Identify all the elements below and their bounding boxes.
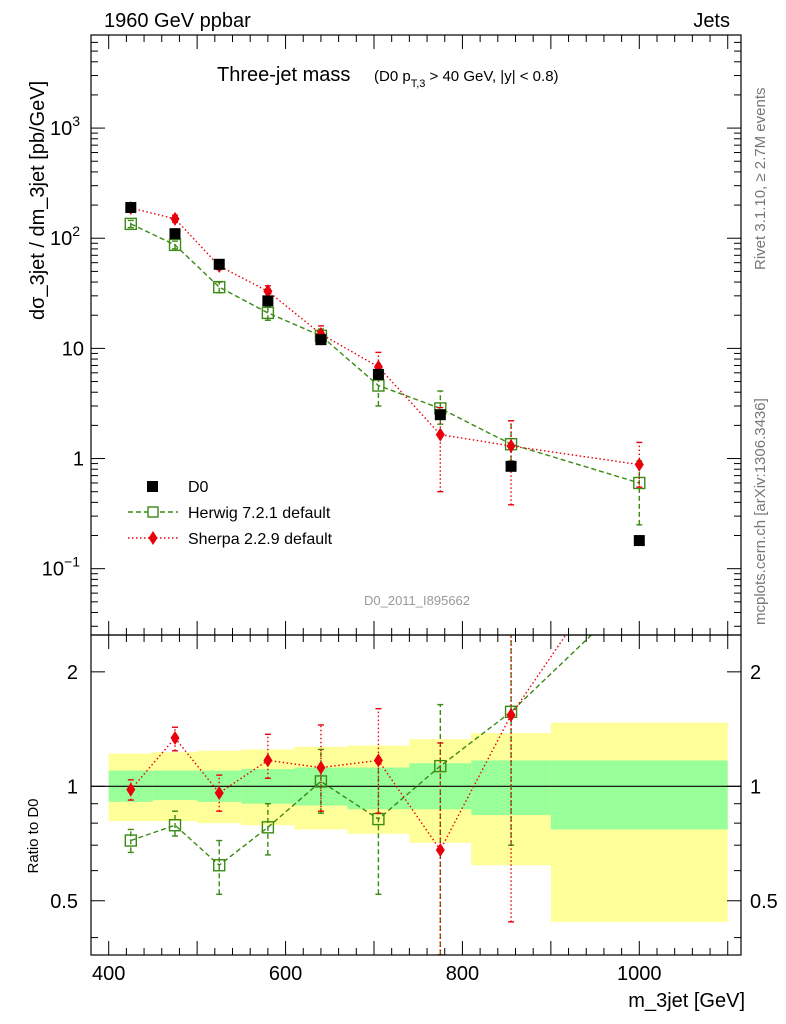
ratio-sherpa-point (214, 786, 224, 801)
ratio-sherpa-point (263, 753, 273, 768)
legend: D0 Herwig 7.2.1 default Sherpa 2.2.9 def… (128, 479, 333, 548)
analysis-watermark: D0_2011_I895662 (364, 593, 470, 608)
ratio-ylabel: Ratio to D0 (25, 798, 42, 873)
main-d0-point (169, 228, 181, 240)
main-sherpa-point (634, 457, 644, 472)
ratio-ytick-label-right: 0.5 (750, 891, 778, 913)
ratio-sherpa-sherpa (126, 635, 567, 955)
ratio-sherpa-point (126, 782, 136, 797)
main-ytick-label: 1 (73, 449, 84, 471)
ratio-herwig-point (634, 584, 645, 595)
main-d0-point (213, 258, 225, 270)
legend-marker-sherpa (148, 531, 158, 545)
main-sherpa-line (130, 207, 640, 466)
main-herwig-point (261, 306, 275, 320)
main-herwig-point (633, 476, 646, 490)
ratio-sherpa-point (435, 842, 445, 857)
main-herwig-point (372, 379, 385, 392)
header-left: 1960 GeV ppbar (104, 10, 251, 32)
main-axes-ticks: 10−1 1 10 102 103 (42, 34, 741, 635)
ratio-ytick-label-right: 2 (750, 662, 761, 684)
ratio-herwig-line (130, 635, 593, 867)
ratio-herwig-point (314, 775, 328, 788)
plot-subtitle-pre: (D0 p (374, 68, 411, 85)
main-d0-point (505, 460, 517, 472)
ratio-sherpa-point (506, 708, 516, 723)
legend-label-sherpa: Sherpa 2.2.9 default (188, 531, 333, 548)
main-ytick-label: 103 (50, 113, 80, 140)
ratio-band-inner (152, 770, 198, 801)
legend-label-herwig: Herwig 7.2.1 default (188, 505, 331, 522)
ratio-ytick-label-left: 0.5 (50, 891, 78, 913)
main-d0-point (633, 535, 645, 547)
main-d0-point (125, 202, 137, 214)
main-sherpa-point (170, 211, 180, 226)
main-ytick-label: 10 (62, 338, 84, 360)
ratio-sherpa-point (316, 760, 326, 775)
ratio-herwig-point (372, 812, 385, 826)
main-herwig-line (130, 223, 640, 484)
ratio-herwig-point (261, 821, 275, 834)
ratio-ytick-label-right: 1 (750, 776, 761, 798)
ratio-band-inner (550, 760, 728, 830)
ratio-xtick-label: 1000 (617, 963, 662, 985)
ratio-ytick-label-left: 1 (67, 776, 78, 798)
ratio-ytick-label-left: 2 (67, 662, 78, 684)
legend-marker-d0 (147, 481, 158, 492)
ratio-sherpa-point (170, 730, 180, 745)
main-d0-point (434, 409, 446, 421)
main-d0-point (372, 368, 384, 380)
header-right: Jets (693, 10, 730, 32)
main-d0-d0 (125, 202, 645, 547)
main-series-layer (124, 201, 646, 547)
rivet-version-label: Rivet 3.1.10, ≥ 2.7M events (752, 88, 769, 271)
main-sherpa-point (263, 284, 273, 299)
main-ytick-label: 102 (50, 223, 80, 250)
ratio-xtick-label: 600 (269, 963, 302, 985)
main-d0-point (315, 334, 327, 346)
ratio-herwig-point (168, 819, 182, 832)
mcplots-source-label: mcplots.cern.ch [arXiv:1306.3436] (752, 398, 769, 625)
main-ytick-label: 10−1 (42, 554, 80, 581)
ratio-herwig-point (213, 859, 226, 872)
plot-subtitle-post: > 40 GeV, |y| < 0.8) (425, 68, 558, 85)
main-sherpa-sherpa (126, 201, 644, 506)
plot-subtitle-sub: T,3 (411, 78, 426, 90)
main-d0-point (262, 295, 274, 307)
main-herwig-point (168, 238, 182, 252)
ratio-herwig-point (124, 834, 137, 847)
main-sherpa-point (506, 438, 516, 453)
ratio-sherpa-point (373, 753, 383, 768)
ratio-frame (90, 634, 742, 956)
ratio-xtick-label: 800 (446, 963, 479, 985)
main-herwig-herwig (124, 217, 646, 526)
ratio-xtick-label: 400 (92, 963, 125, 985)
legend-label-d0: D0 (188, 479, 209, 496)
ratio-xlabel: m_3jet [GeV] (628, 990, 745, 1012)
plot-title: Three-jet mass (217, 64, 350, 86)
main-ylabel: dσ_3jet / dm_3jet [pb/GeV] (27, 81, 49, 320)
legend-marker-herwig (147, 506, 159, 518)
plot-subtitle: (D0 pT,3 > 40 GeV, |y| < 0.8) (374, 68, 559, 90)
ratio-series-layer (124, 584, 645, 955)
main-sherpa-point (435, 427, 445, 442)
main-herwig-point (213, 280, 226, 294)
ratio-herwig-point (434, 759, 447, 773)
main-herwig-point (124, 217, 137, 231)
ratio-uncertainty-bands (108, 722, 728, 922)
